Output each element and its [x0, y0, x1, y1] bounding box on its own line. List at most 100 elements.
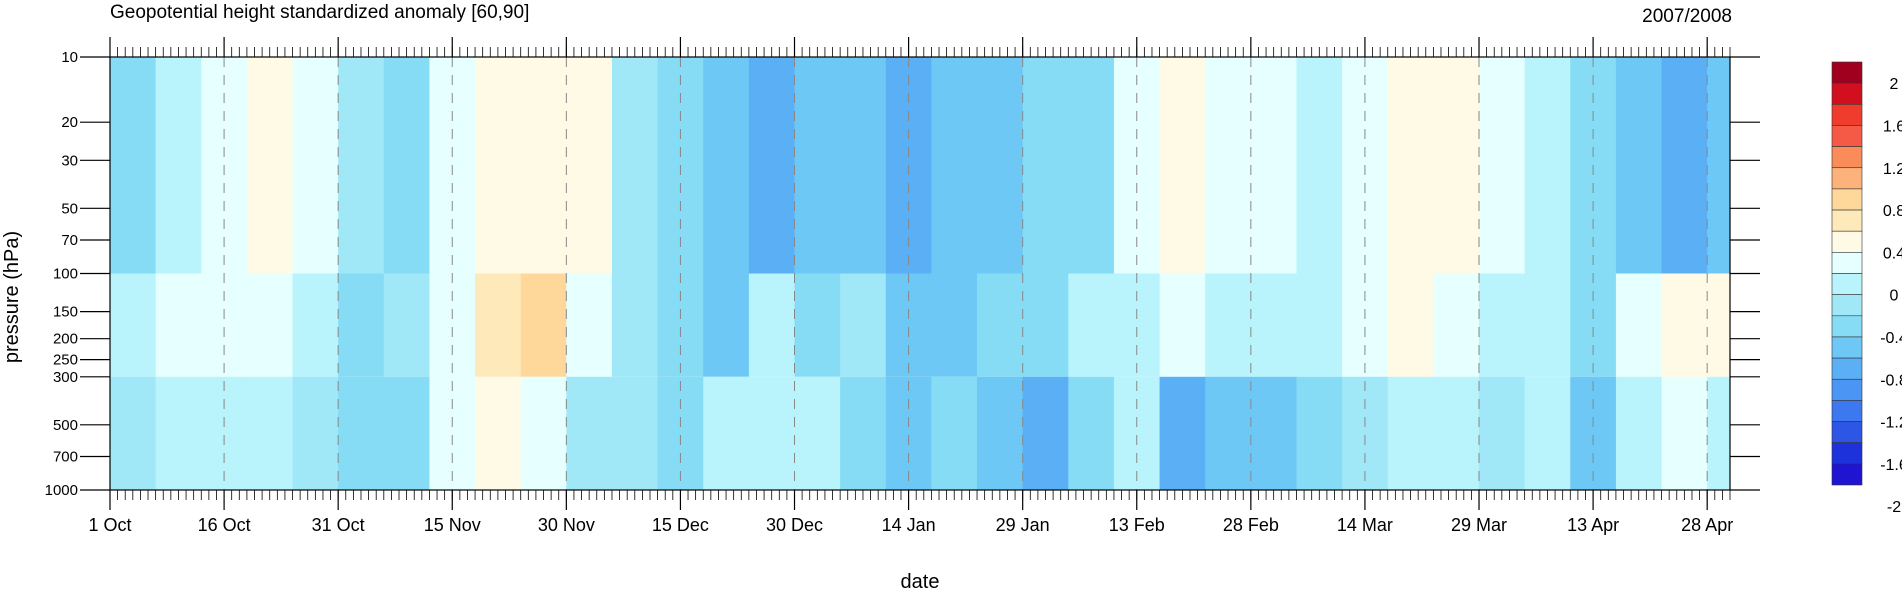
x-axis-label: date — [901, 571, 940, 589]
anomaly-cell — [1250, 273, 1297, 377]
anomaly-cell — [1250, 376, 1297, 490]
anomaly-cell — [703, 376, 750, 490]
colorbar-swatch — [1831, 104, 1863, 126]
anomaly-cell — [1524, 273, 1571, 377]
anomaly-cell — [1707, 376, 1731, 490]
colorbar-swatch — [1831, 82, 1863, 105]
colorbar-label: -0.8 — [1880, 372, 1902, 389]
anomaly-cell — [292, 57, 339, 274]
anomaly-cell — [931, 273, 978, 377]
anomaly-cell — [1433, 273, 1480, 377]
anomaly-cell — [1615, 57, 1663, 274]
colorbar-label: -1.6 — [1880, 457, 1902, 474]
anomaly-cell — [1296, 273, 1343, 377]
y-tick-label: 150 — [53, 304, 78, 321]
anomaly-cell — [520, 57, 567, 274]
x-tick-label: 29 Mar — [1451, 515, 1507, 535]
anomaly-cell — [1022, 376, 1069, 490]
anomaly-cell — [1433, 376, 1480, 490]
x-tick-label: 13 Feb — [1109, 515, 1165, 535]
anomaly-cell — [840, 376, 887, 490]
colorbar-swatch — [1831, 209, 1863, 232]
anomaly-cell — [703, 57, 750, 274]
colorbar-swatch — [1831, 146, 1863, 169]
anomaly-cell — [201, 273, 248, 377]
anomaly-cell — [794, 376, 841, 490]
colorbar-swatch — [1831, 125, 1863, 147]
anomaly-cell — [1022, 57, 1069, 274]
anomaly-cell — [1159, 376, 1206, 490]
chart-title: Geopotential height standardized anomaly… — [110, 2, 529, 23]
anomaly-cell — [977, 376, 1024, 490]
anomaly-cell — [110, 376, 157, 490]
anomaly-cell — [475, 273, 522, 377]
y-tick-label: 250 — [53, 352, 78, 369]
anomaly-cell — [1205, 376, 1252, 490]
x-tick-label: 13 Apr — [1567, 515, 1619, 535]
anomaly-cell — [1296, 57, 1343, 274]
anomaly-cell — [1068, 273, 1115, 377]
colorbar-swatch — [1831, 167, 1863, 190]
colorbar-label: 1.2 — [1883, 161, 1902, 178]
colorbar-swatch — [1831, 442, 1863, 465]
colorbar-swatch — [1831, 294, 1863, 317]
colorbar-swatch — [1831, 252, 1863, 274]
anomaly-cell — [1159, 57, 1206, 274]
x-tick-label: 16 Oct — [198, 515, 251, 535]
anomaly-cell — [1661, 57, 1708, 274]
x-tick-label: 28 Apr — [1681, 515, 1733, 535]
colorbar-swatch — [1831, 463, 1863, 486]
anomaly-cell — [292, 376, 339, 490]
x-tick-label: 1 Oct — [88, 515, 131, 535]
anomaly-cell — [292, 273, 339, 377]
anomaly-cell — [931, 376, 978, 490]
anomaly-cell — [1479, 376, 1526, 490]
colorbar-label: -2 — [1887, 499, 1901, 516]
anomaly-cell — [885, 273, 932, 377]
anomaly-cell — [475, 376, 522, 490]
x-tick-label: 31 Oct — [312, 515, 365, 535]
anomaly-cell — [383, 376, 430, 490]
anomaly-cell — [246, 273, 294, 377]
x-tick-label: 14 Mar — [1337, 515, 1393, 535]
anomaly-cell — [246, 376, 294, 490]
colorbar-swatch — [1831, 61, 1863, 84]
anomaly-cell — [566, 273, 613, 377]
anomaly-cell — [155, 376, 202, 490]
colorbar-swatch — [1831, 315, 1863, 338]
anomaly-cell — [1524, 376, 1571, 490]
anomaly-cell — [1707, 273, 1731, 377]
anomaly-cell — [611, 273, 659, 377]
y-tick-label: 30 — [61, 152, 78, 169]
anomaly-cell — [703, 273, 750, 377]
anomaly-cell — [748, 57, 796, 274]
anomaly-cell — [566, 376, 613, 490]
anomaly-cell — [1387, 273, 1434, 377]
anomaly-cell — [1205, 57, 1252, 274]
colorbar-label: 0.4 — [1883, 245, 1902, 262]
anomaly-cell — [1113, 273, 1161, 377]
colorbar-label: -1.2 — [1880, 415, 1902, 432]
anomaly-cell — [110, 273, 157, 377]
x-tick-label: 28 Feb — [1223, 515, 1279, 535]
anomaly-cell — [1479, 57, 1526, 274]
axes: 1 Oct 16 Oct 31 Oct 15 Nov 30 Nov 15 Dec 30 De… — [45, 37, 1760, 535]
anomaly-cell — [794, 57, 841, 274]
anomaly-cell — [977, 57, 1024, 274]
y-tick-label: 1000 — [45, 482, 78, 499]
colorbar-swatch — [1831, 188, 1863, 211]
anomaly-cell — [748, 273, 796, 377]
y-tick-label: 700 — [53, 448, 78, 465]
anomaly-cell — [1479, 273, 1526, 377]
anomaly-cell — [520, 273, 567, 377]
anomaly-cell — [1068, 376, 1115, 490]
x-tick-label: 15 Nov — [424, 515, 481, 535]
y-tick-label: 500 — [53, 417, 78, 434]
y-tick-label: 50 — [61, 200, 78, 217]
anomaly-cell — [520, 376, 567, 490]
anomaly-cell — [1615, 376, 1663, 490]
anomaly-cell — [794, 273, 841, 377]
anomaly-cell — [1342, 273, 1389, 377]
anomaly-cell — [931, 57, 978, 274]
